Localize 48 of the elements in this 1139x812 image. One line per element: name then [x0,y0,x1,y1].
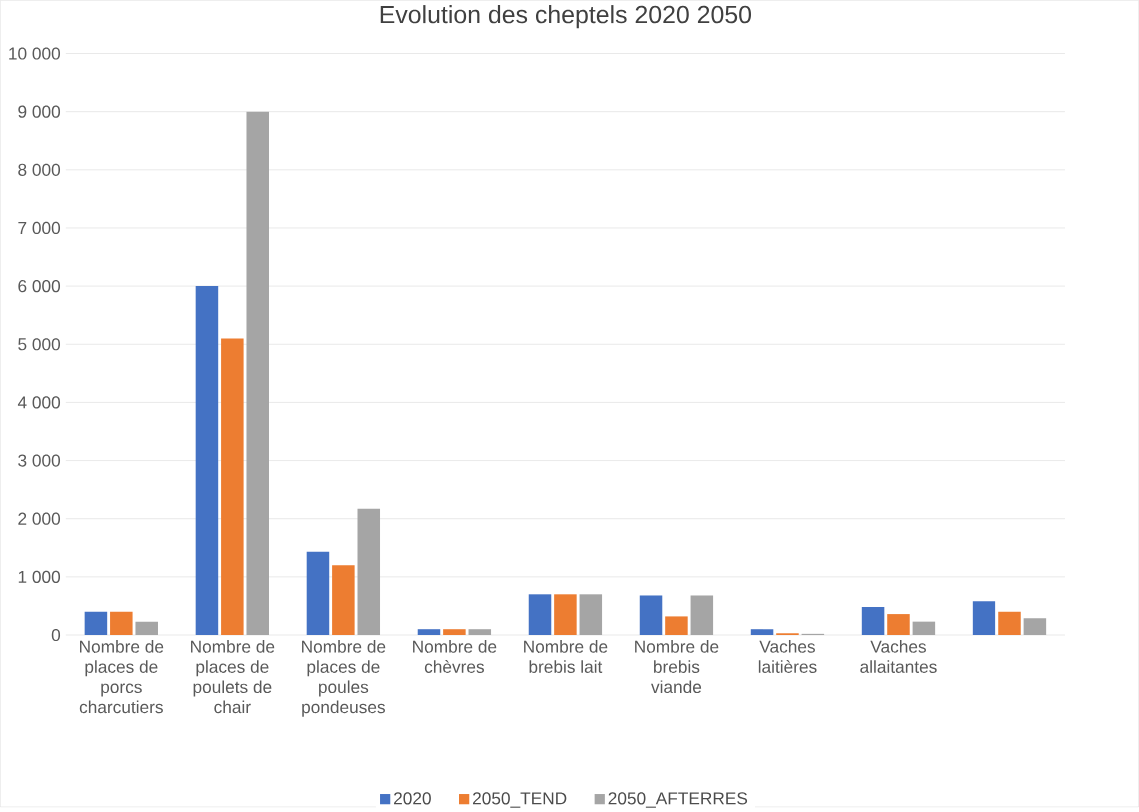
legend-label: 2050_TEND [472,792,567,808]
bar [468,629,492,635]
y-tick-label: 1 000 [18,570,61,583]
bar [306,551,330,635]
bar [84,611,108,635]
bar [1023,618,1047,635]
bar [443,629,466,635]
bar [912,621,936,635]
y-tick-label: 0 [51,628,61,642]
bar [110,611,133,635]
y-tick-label: 4 000 [17,396,61,409]
y-tick-label: 9 000 [18,105,61,118]
x-tick-label: Vaches allaitantes [860,640,937,673]
bar [998,611,1021,635]
legend-label: 2050_AFTERRES [608,792,748,808]
y-tick-label: 10 000 [9,47,61,60]
bar [690,595,714,635]
bar [417,629,441,635]
bar [528,594,552,635]
bar [639,595,663,635]
y-tick-label: 6 000 [18,279,61,293]
x-tick-label: Nombre de chèvres [413,640,497,673]
y-tick-label: 3 000 [18,454,61,467]
bar [972,601,996,635]
bar [554,594,577,635]
bar [861,606,885,635]
x-tick-label: Nombre de places de porcs charcutiers [79,640,164,714]
bar [135,621,158,635]
bar [750,629,774,635]
chart-title: Evolution des cheptels 2020 2050 [380,4,752,29]
bar [357,508,381,635]
x-tick-label: Vaches laitières [758,640,817,673]
y-tick-label: 8 000 [18,163,61,176]
x-tick-label: Nombre de brebis lait [524,640,608,673]
x-tick-label: Nombre de places de poulets de chair [191,640,275,714]
legend-label: 2020 [394,792,431,805]
bar [221,338,244,635]
x-tick-label: Nombre de places de poules pondeuses [302,640,386,717]
bar [579,594,603,635]
bar [665,616,688,635]
bar [332,565,355,635]
y-tick-label: 7 000 [18,221,61,234]
x-tick-label: Nombre de brebis viande [635,640,719,693]
y-tick-label: 5 000 [18,338,61,351]
y-tick-label: 2 000 [18,512,61,525]
bar [246,111,269,635]
bar [887,613,910,635]
bar [195,286,219,635]
